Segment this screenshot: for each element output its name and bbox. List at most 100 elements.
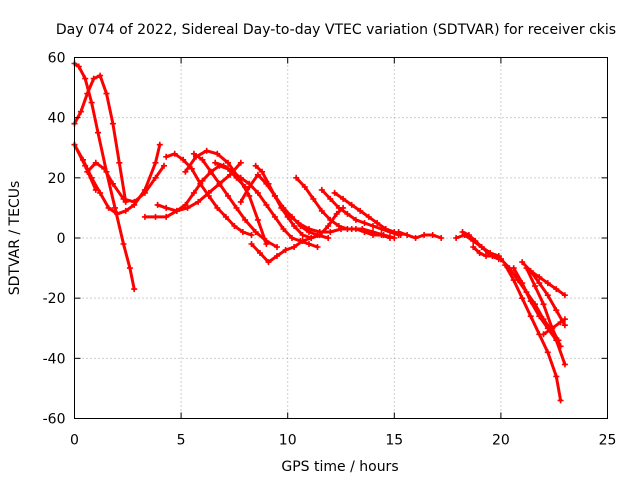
data-point [327, 216, 334, 223]
data-point [553, 286, 560, 293]
series-trace [503, 263, 563, 402]
data-point [489, 253, 496, 259]
data-point [212, 159, 219, 166]
y-tick-label: -20 [43, 291, 66, 307]
data-point [327, 195, 334, 202]
series-track-16 [293, 174, 393, 241]
data-point [557, 397, 564, 404]
data-point [233, 204, 240, 211]
data-point [478, 244, 485, 250]
data-point [173, 207, 180, 214]
data-point [82, 75, 89, 82]
data-point [352, 226, 359, 232]
data-point [141, 213, 148, 220]
data-point [387, 235, 393, 241]
data-point [299, 238, 306, 244]
x-tick-label: 15 [385, 433, 403, 449]
x-tick-label: 10 [279, 433, 297, 449]
data-point [225, 192, 231, 199]
data-point [536, 313, 543, 320]
y-tick-labels: -60 -40 -20 0 20 40 60 [43, 51, 66, 428]
y-tick-label: 20 [48, 171, 66, 187]
data-point [126, 265, 133, 272]
y-tick-label: 0 [57, 231, 66, 247]
data-point [263, 238, 270, 244]
data-point [527, 268, 534, 275]
y-tick-label: 40 [48, 111, 66, 127]
data-point [75, 63, 82, 70]
data-point [163, 153, 170, 160]
data-point [271, 213, 278, 220]
data-point [561, 292, 568, 299]
data-point [365, 213, 372, 220]
x-tick-label: 5 [177, 433, 186, 449]
data-point [344, 226, 351, 232]
data-point [195, 198, 202, 205]
data-point [120, 241, 127, 247]
plot-frame [74, 57, 608, 419]
series-trace [542, 317, 567, 336]
data-point [112, 204, 118, 211]
data-point [316, 229, 323, 235]
data-point [246, 183, 253, 190]
data-point [519, 259, 526, 266]
data-point [510, 265, 517, 272]
data-point [459, 229, 466, 235]
data-point [180, 156, 187, 163]
data-point [470, 244, 477, 250]
data-point [152, 213, 159, 220]
ticks [74, 57, 608, 419]
series-track-5 [71, 141, 99, 193]
data-point [92, 159, 99, 166]
series-trace [520, 260, 567, 327]
data-point [453, 235, 460, 241]
data-point [141, 189, 148, 196]
series-layer [71, 60, 568, 404]
series-track-24 [502, 262, 564, 404]
data-point [519, 280, 526, 287]
data-point [497, 256, 504, 263]
data-point [306, 241, 312, 247]
data-point [472, 238, 479, 244]
data-point [109, 180, 116, 187]
data-point [205, 189, 212, 196]
data-point [325, 223, 332, 229]
data-point [404, 232, 411, 238]
data-point [171, 150, 178, 157]
data-point [293, 174, 300, 181]
data-point [412, 235, 419, 241]
data-point [344, 210, 351, 217]
series-track-1 [71, 60, 138, 293]
data-point [540, 331, 547, 338]
data-point [265, 180, 272, 187]
series-track-22 [470, 244, 502, 263]
data-point [361, 229, 368, 235]
x-tick-label: 25 [599, 433, 617, 449]
data-point [271, 192, 278, 199]
data-point [161, 162, 167, 169]
data-point [527, 313, 534, 320]
data-point [544, 292, 551, 299]
data-point [553, 307, 560, 314]
data-point [318, 207, 325, 214]
data-point [163, 213, 170, 220]
x-tick-label: 0 [70, 433, 79, 449]
data-point [229, 168, 236, 175]
data-point [308, 235, 315, 241]
series-track-19 [395, 229, 445, 241]
data-point [370, 232, 376, 238]
data-point [120, 195, 127, 202]
data-point [284, 210, 291, 217]
y-axis-label: SDTVAR / TECUs [7, 181, 23, 296]
data-point [184, 204, 191, 211]
data-point [257, 250, 263, 256]
data-point [122, 207, 129, 214]
data-point [348, 201, 355, 208]
data-point [523, 265, 530, 272]
data-point [274, 253, 280, 259]
data-point [382, 226, 389, 232]
data-point [553, 373, 560, 380]
data-point [220, 162, 227, 169]
data-point [101, 165, 108, 172]
data-point [84, 90, 91, 97]
